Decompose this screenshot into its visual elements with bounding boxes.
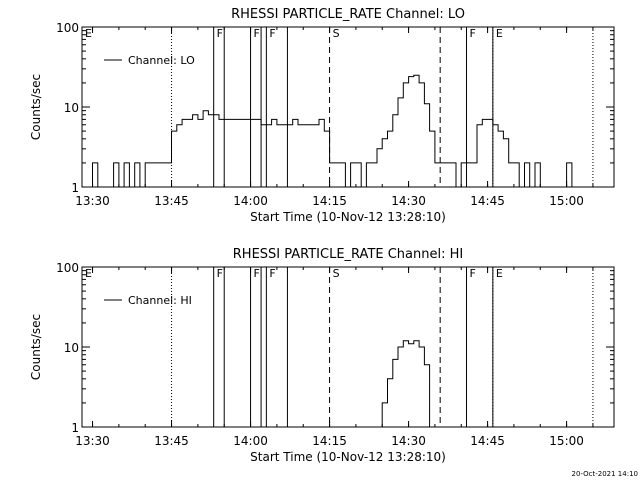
chart-title: RHESSI PARTICLE_RATE Channel: HI (233, 247, 463, 262)
event-marker-label: F (470, 267, 476, 280)
x-tick-label: 14:15 (312, 434, 347, 448)
event-marker-label: S (333, 267, 340, 280)
event-marker-label: F (254, 267, 260, 280)
y-tick-label: 1 (71, 181, 79, 195)
x-axis-label: Start Time (10-Nov-12 13:28:10) (250, 210, 446, 224)
event-marker-label: E (85, 27, 92, 40)
chart-title: RHESSI PARTICLE_RATE Channel: LO (231, 7, 465, 22)
lo-channel-panel: RHESSI PARTICLE_RATE Channel: LOE F F F S F E1… (29, 7, 615, 224)
x-tick-label: 14:30 (391, 434, 426, 448)
y-tick-label: 10 (64, 101, 79, 115)
event-marker-label: E (496, 27, 503, 40)
x-tick-label: 15:00 (549, 434, 584, 448)
hi-channel-panel: RHESSI PARTICLE_RATE Channel: HIE F F F S F E1… (29, 247, 615, 464)
series-line-hi (377, 340, 435, 428)
event-marker-label: E (85, 267, 92, 280)
x-tick-label: 13:45 (154, 434, 189, 448)
footer-timestamp: 20-Oct-2021 14:10 (572, 470, 638, 478)
y-tick-label: 100 (56, 21, 79, 35)
y-tick-label: 1 (71, 421, 79, 435)
x-tick-label: 14:45 (470, 434, 505, 448)
x-tick-label: 14:30 (391, 194, 426, 208)
x-tick-label: 14:00 (233, 434, 268, 448)
event-marker-label: F (254, 27, 260, 40)
legend-label: Channel: LO (128, 54, 195, 67)
event-marker-label: F (217, 27, 223, 40)
event-marker-label: F (217, 267, 223, 280)
event-marker-label: F (470, 27, 476, 40)
y-axis-label: Counts/sec (29, 314, 43, 380)
y-tick-label: 10 (64, 341, 79, 355)
x-tick-label: 14:45 (470, 194, 505, 208)
event-marker-label: F (269, 27, 275, 40)
x-tick-label: 14:00 (233, 194, 268, 208)
y-axis-label: Counts/sec (29, 74, 43, 140)
x-tick-label: 14:15 (312, 194, 347, 208)
event-marker-label: E (496, 267, 503, 280)
y-tick-label: 100 (56, 261, 79, 275)
series-line-lo (82, 74, 588, 188)
x-tick-label: 13:30 (75, 434, 110, 448)
event-marker-label: S (333, 27, 340, 40)
x-tick-label: 15:00 (549, 194, 584, 208)
legend-label: Channel: HI (128, 294, 192, 307)
x-tick-label: 13:30 (75, 194, 110, 208)
x-axis-label: Start Time (10-Nov-12 13:28:10) (250, 450, 446, 464)
x-tick-label: 13:45 (154, 194, 189, 208)
event-marker-label: F (269, 267, 275, 280)
